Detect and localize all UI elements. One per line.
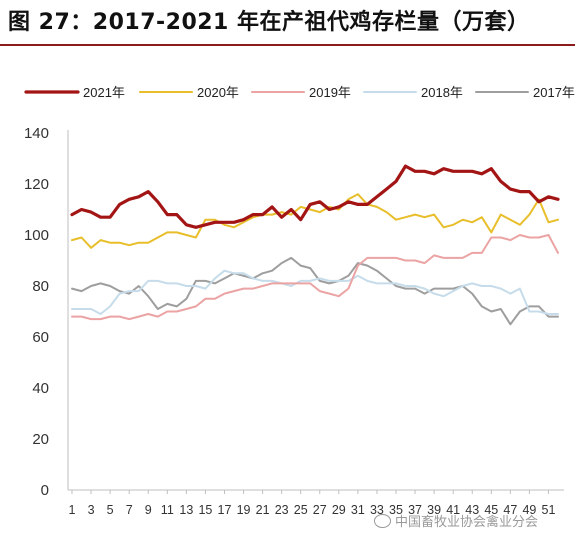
title-rule: [0, 44, 575, 46]
x-tick-label: 27: [313, 503, 327, 517]
series-line-2018年: [71, 269, 559, 315]
x-tick-label: 43: [465, 503, 479, 517]
x-tick-label: 51: [542, 503, 556, 517]
x-tick-label: 7: [126, 503, 133, 517]
y-tick-label: 0: [41, 482, 49, 499]
y-tick-label: 60: [32, 329, 49, 346]
figure-title: 图 27：2017-2021 年在产祖代鸡存栏量（万套）: [8, 10, 530, 35]
watermark-label: 中国畜牧业协会禽业分会: [395, 515, 539, 530]
x-tick-label: 19: [237, 503, 251, 517]
x-tick-label: 31: [351, 503, 365, 517]
x-tick-label: 13: [179, 503, 193, 517]
legend-label: 2019年: [309, 85, 351, 100]
y-tick-label: 40: [32, 380, 49, 397]
x-tick-label: 49: [522, 503, 536, 517]
x-tick-label: 41: [446, 503, 460, 517]
x-tick-label: 11: [161, 503, 174, 517]
y-tick-label: 100: [24, 227, 49, 244]
x-tick-label: 15: [198, 503, 212, 517]
x-tick-label: 47: [503, 503, 517, 517]
wechat-icon: [374, 514, 391, 528]
legend-label: 2017年: [533, 85, 575, 100]
y-tick-label: 120: [24, 176, 49, 193]
y-tick-label: 20: [32, 431, 49, 448]
legend-label: 2020年: [197, 85, 239, 100]
series-line-2020年: [71, 193, 559, 249]
x-tick-label: 45: [484, 503, 498, 517]
series-line-2019年: [71, 234, 559, 321]
x-tick-label: 5: [107, 503, 114, 517]
legend-label: 2018年: [421, 85, 463, 100]
chart-legend: 2021年 2020年 2019年 2018年 2017年: [24, 85, 575, 100]
series-lines: [70, 164, 560, 326]
x-tick-label: 17: [218, 503, 232, 517]
y-tick-label: 80: [32, 278, 49, 295]
x-tick-label: 39: [427, 503, 441, 517]
x-tick-label: 3: [88, 503, 95, 517]
series-line-2021年: [70, 164, 560, 229]
series-line-2017年: [71, 256, 559, 326]
x-tick-label: 9: [145, 503, 152, 517]
watermark: 中国畜牧业协会禽业分会: [374, 511, 538, 530]
x-tick-label: 1: [69, 503, 76, 517]
x-tick-label: 25: [294, 503, 308, 517]
x-tick-label: 37: [408, 503, 422, 517]
x-tick-label: 33: [370, 503, 384, 517]
x-tick-label: 35: [389, 503, 403, 517]
y-tick-label: 140: [24, 125, 49, 142]
x-tick-label: 29: [332, 503, 346, 517]
legend-label: 2021年: [83, 85, 125, 100]
x-tick-label: 21: [256, 503, 270, 517]
x-tick-label: 23: [275, 503, 289, 517]
